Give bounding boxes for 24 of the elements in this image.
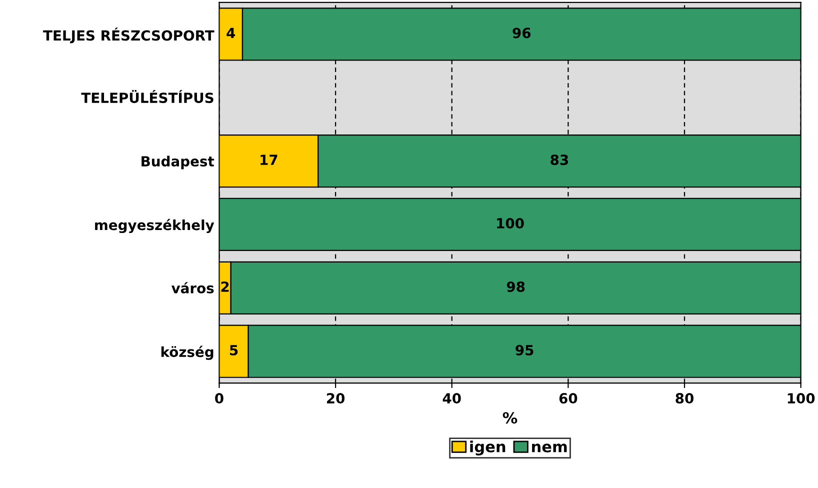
- data-label: 98: [506, 281, 525, 292]
- y-tick-label: Budapest: [142, 156, 214, 170]
- x-tick-label: 100: [788, 393, 815, 404]
- data-label: 83: [550, 154, 568, 166]
- legend-label: igen: [470, 440, 506, 456]
- x-axis-title: %: [502, 412, 518, 424]
- y-tick-label: TELEPÜLÉSTÍPUS: [81, 90, 214, 104]
- data-label: 2: [221, 281, 229, 292]
- x-tick-label: 60: [559, 393, 578, 404]
- x-tick-label: 40: [442, 393, 461, 404]
- data-label: 95: [516, 344, 534, 356]
- legend-label: nem: [532, 444, 567, 452]
- data-label: 100: [497, 218, 524, 229]
- y-tick-label: TELJES RÉSZCSOPORT: [43, 28, 214, 44]
- x-tick-label: 20: [326, 393, 345, 404]
- data-label: 4: [226, 28, 236, 38]
- data-label: 17: [260, 154, 278, 165]
- data-label: 96: [512, 28, 531, 38]
- y-tick-label: város: [171, 282, 214, 294]
- y-tick-label: község: [161, 346, 214, 360]
- data-label: 5: [230, 345, 238, 356]
- x-tick-label: 80: [676, 393, 694, 404]
- x-tick-label: 0: [215, 393, 224, 404]
- y-tick-label: megyeszékhely: [95, 218, 214, 234]
